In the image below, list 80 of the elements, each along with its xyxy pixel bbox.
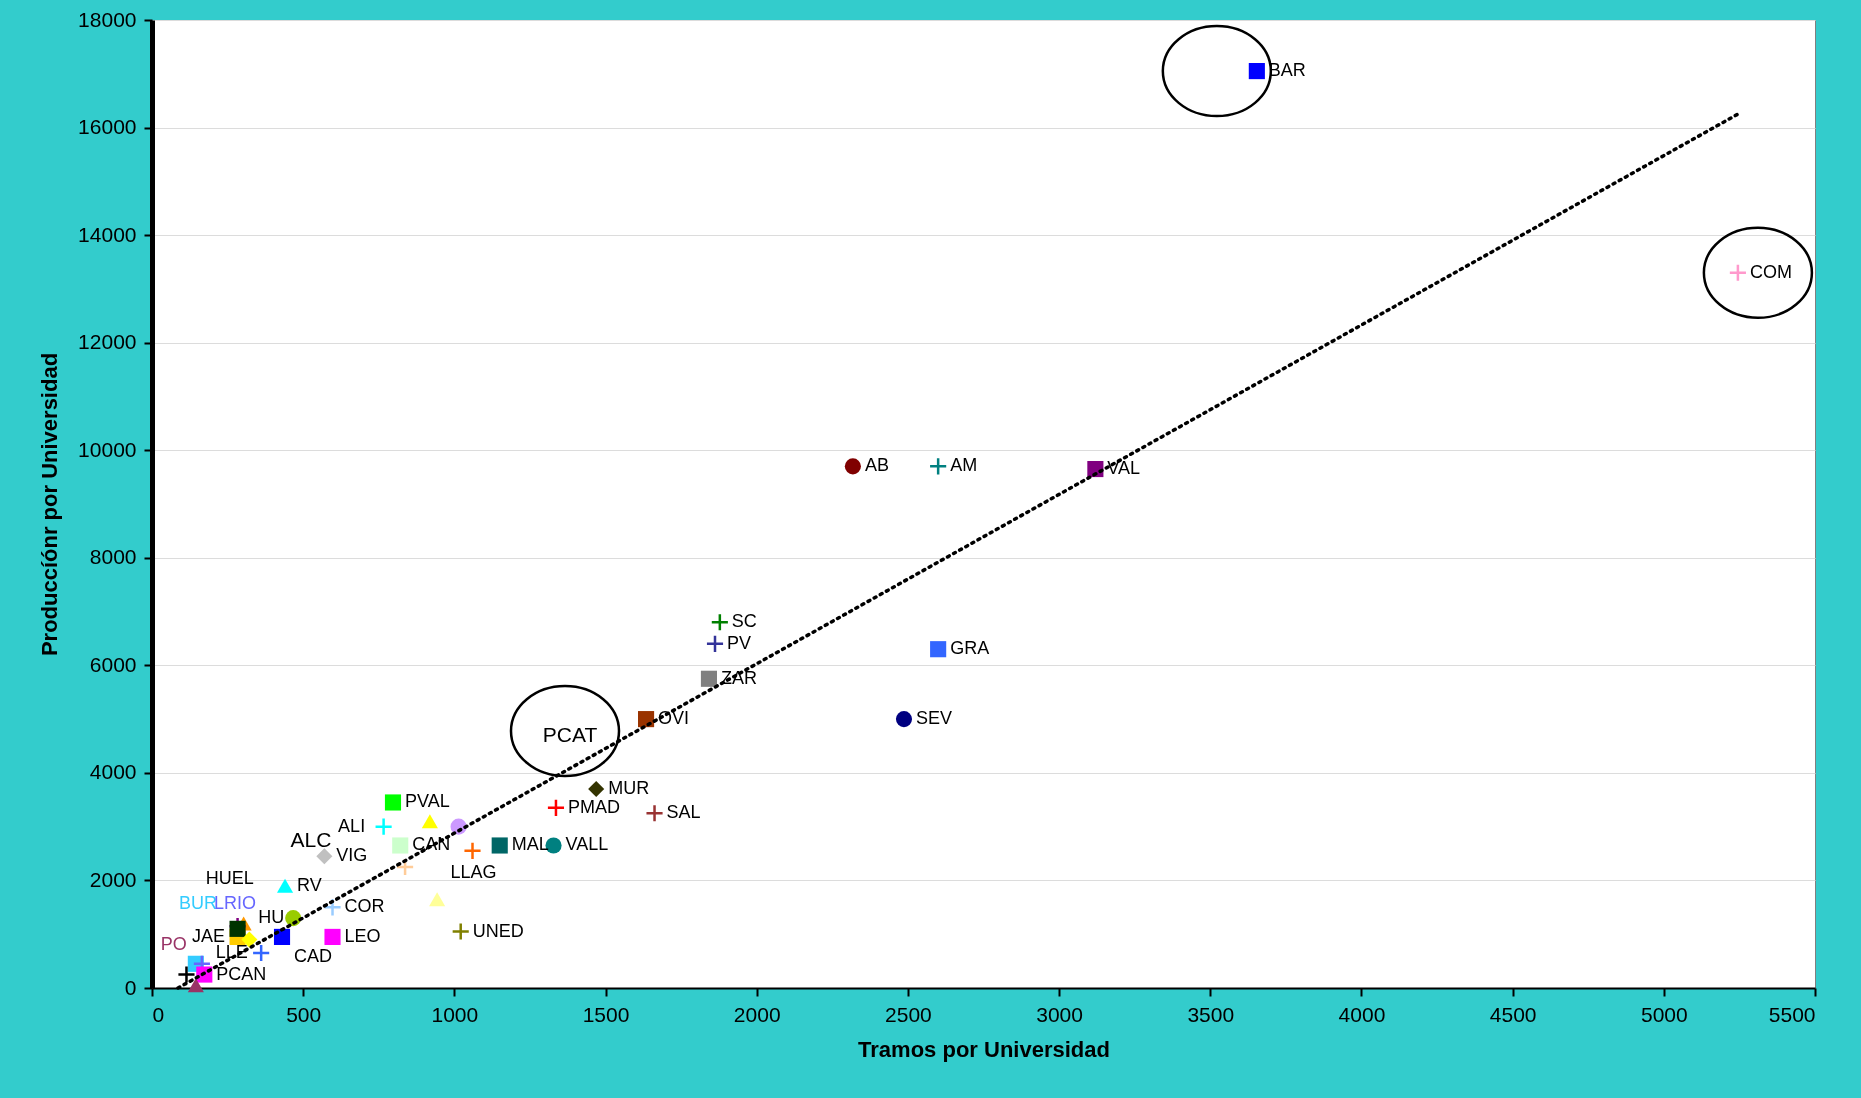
series-label: SAL [666, 802, 701, 823]
point [645, 803, 664, 823]
point [177, 965, 196, 984]
series-label: ALI [338, 815, 366, 836]
point [895, 711, 913, 728]
point [710, 613, 730, 632]
x-tick-label: 4500 [1489, 1002, 1537, 1026]
series-label: AM [950, 455, 978, 476]
point [588, 780, 605, 798]
y-tick-label: 16000 [78, 115, 137, 139]
series-label: VIG [336, 845, 368, 866]
y-tick-label: 14000 [78, 222, 137, 246]
x-tick-label: 1000 [431, 1002, 479, 1026]
point [928, 457, 948, 476]
series-label: SEV [915, 708, 953, 729]
annotation: PCAT [542, 723, 598, 746]
point [229, 920, 246, 937]
point [392, 837, 409, 854]
series-label: COM [1749, 261, 1792, 282]
point [323, 898, 342, 917]
x-axis-title: Tramos por Universidad [858, 1036, 1110, 1062]
series-label: PO [160, 934, 187, 955]
series-label: PMAD [567, 796, 620, 817]
series-label: PV [727, 632, 752, 653]
y-tick-label: 8000 [89, 545, 137, 569]
y-tick-label: 10000 [78, 437, 137, 461]
point [491, 837, 508, 854]
y-tick-label: 2000 [89, 867, 137, 891]
y-tick-label: 18000 [78, 7, 137, 31]
y-tick-label: 4000 [89, 760, 137, 784]
point [384, 794, 402, 811]
series-label: SC [731, 611, 757, 632]
point [316, 848, 333, 865]
series-label: LEO [344, 925, 381, 946]
point [930, 641, 947, 658]
series-label: JAE [192, 925, 226, 946]
series-label: VALL [565, 834, 609, 855]
x-tick-label: 5000 [1640, 1002, 1688, 1026]
annotation: ALC [290, 828, 332, 851]
series-label: RV [297, 874, 322, 895]
x-tick-label: 500 [286, 1002, 322, 1026]
y-tick-label: 12000 [78, 330, 137, 354]
point [844, 458, 861, 475]
series-label: COR [344, 896, 385, 917]
x-tick-label: 3000 [1036, 1002, 1083, 1026]
y-tick-label: 6000 [89, 652, 137, 676]
x-tick-label: 5500 [1768, 1002, 1816, 1026]
point [421, 814, 438, 829]
series-label: UNED [472, 920, 524, 941]
y-axis-title: Produccíónr por Universidad [37, 352, 63, 657]
point [463, 841, 482, 861]
text: HUEL [205, 867, 254, 888]
series-label: LLAG [450, 861, 497, 882]
point [324, 928, 341, 945]
point [705, 634, 725, 654]
point [700, 670, 718, 687]
series-label: MUR [608, 778, 650, 799]
y-tick-label: 0 [124, 975, 137, 999]
x-tick-label: 0 [152, 1002, 165, 1026]
series-label: PVAL [404, 791, 450, 812]
point [251, 943, 271, 963]
series-label: CAD [294, 945, 333, 966]
series-label: AB [864, 455, 889, 476]
x-tick-label: 2000 [733, 1002, 781, 1026]
point [546, 798, 566, 818]
series-label: PCAN [216, 963, 267, 984]
point [276, 878, 294, 893]
point [451, 922, 471, 941]
x-tick-label: 2500 [885, 1002, 932, 1026]
point [1248, 63, 1265, 80]
point [1728, 263, 1748, 283]
series-label: HU [258, 907, 285, 928]
x-tick-label: 1500 [582, 1002, 630, 1026]
series-label: VAL [1107, 458, 1141, 479]
x-tick-label: 3500 [1187, 1002, 1235, 1026]
point [374, 817, 393, 836]
series-label: GRA [950, 638, 990, 659]
x-tick-label: 4000 [1338, 1002, 1386, 1026]
point [187, 978, 204, 993]
point [429, 892, 446, 907]
